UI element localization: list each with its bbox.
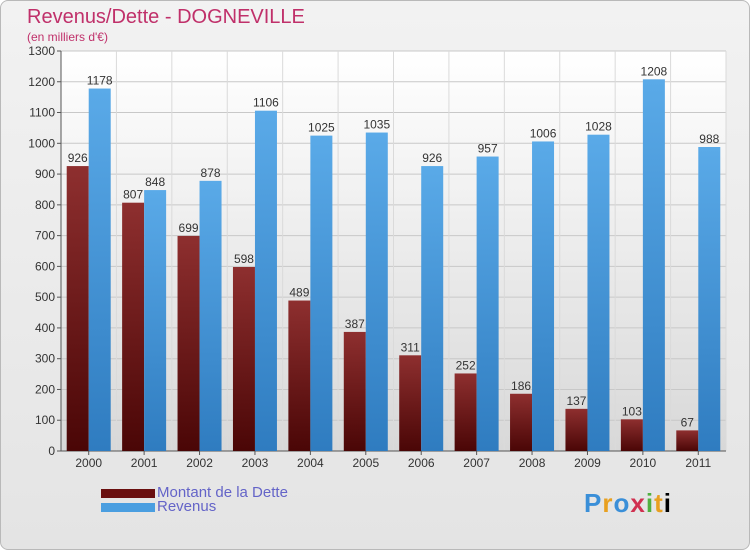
bar-revenus — [199, 180, 222, 451]
x-tick-label: 2001 — [131, 456, 158, 470]
bar-revenus-label: 848 — [145, 175, 165, 189]
x-tick-label: 2005 — [352, 456, 379, 470]
bar-dette-label: 311 — [401, 340, 420, 354]
bar-dette — [122, 202, 145, 451]
y-tick-label: 1100 — [29, 106, 55, 120]
bar-revenus — [698, 147, 721, 451]
bar-revenus — [421, 166, 444, 452]
y-tick-label: 1300 — [28, 44, 55, 58]
bar-revenus — [476, 156, 499, 452]
bar-revenus-label: 1025 — [308, 121, 335, 135]
bar-revenus-label: 1208 — [641, 64, 668, 78]
bar-revenus — [310, 135, 333, 451]
bar-dette — [510, 393, 533, 451]
legend-item-debt: Montant de la Dette — [101, 484, 288, 501]
chart-title: Revenus/Dette - DOGNEVILLE — [27, 6, 305, 28]
x-tick-label: 2000 — [75, 456, 102, 470]
legend-swatch-debt — [101, 488, 155, 498]
bar-dette-label: 387 — [345, 317, 365, 331]
x-tick-label: 2010 — [630, 456, 657, 470]
bar-dette-label: 103 — [622, 404, 642, 418]
legend-label-revenus: Revenus — [157, 498, 217, 515]
y-tick-label: 500 — [35, 290, 55, 304]
x-tick-label: 2011 — [685, 456, 711, 470]
y-tick-label: 0 — [48, 444, 55, 458]
y-tick-label: 1200 — [28, 75, 55, 89]
bar-revenus-label: 988 — [699, 132, 719, 146]
chart-subtitle: (en milliers d'€) — [27, 30, 108, 44]
bar-dette — [454, 373, 477, 451]
bar-revenus — [88, 88, 111, 452]
y-tick-label: 200 — [35, 382, 55, 396]
x-tick-label: 2008 — [519, 456, 546, 470]
bar-dette — [565, 408, 588, 451]
y-tick-label: 400 — [35, 321, 55, 335]
x-tick-label: 2009 — [574, 456, 601, 470]
bar-revenus-label: 1106 — [253, 96, 279, 110]
bar-dette-label: 489 — [289, 286, 309, 300]
bar-revenus-label: 1178 — [87, 74, 113, 88]
x-tick-label: 2003 — [242, 456, 269, 470]
y-tick-label: 300 — [35, 352, 55, 366]
bar-revenus-label: 1035 — [363, 118, 390, 132]
x-tick-label: 2007 — [463, 456, 490, 470]
y-tick-label: 600 — [35, 259, 55, 273]
legend-label-debt: Montant de la Dette — [157, 484, 288, 501]
bar-dette-label: 252 — [456, 358, 476, 372]
bar-revenus — [532, 141, 555, 451]
bar-dette-label: 926 — [68, 151, 88, 165]
x-tick-label: 2004 — [297, 456, 324, 470]
y-tick-label: 100 — [35, 413, 55, 427]
bar-revenus — [254, 110, 277, 451]
legend: Montant de la Dette Revenus — [101, 484, 288, 515]
bar-dette — [288, 300, 311, 451]
bar-dette-label: 699 — [179, 221, 199, 235]
bar-dette-label: 598 — [234, 252, 254, 266]
bar-revenus — [365, 132, 388, 452]
bar-revenus — [587, 134, 610, 451]
bar-dette-label: 137 — [566, 394, 586, 408]
bar-revenus-label: 1006 — [530, 126, 557, 140]
bar-dette — [232, 267, 255, 451]
bar-dette — [620, 419, 643, 451]
bar-revenus — [642, 79, 665, 452]
y-tick-label: 1000 — [28, 136, 55, 150]
bar-revenus-label: 878 — [201, 166, 221, 180]
bar-dette-label: 186 — [511, 379, 531, 393]
y-tick-label: 900 — [35, 167, 55, 181]
bar-revenus-label: 1028 — [585, 120, 612, 134]
y-tick-label: 700 — [35, 229, 55, 243]
bar-revenus — [144, 190, 167, 452]
y-tick-label: 800 — [35, 198, 55, 212]
proxiti-logo: Proxiti — [584, 488, 672, 518]
bar-dette-label: 67 — [681, 415, 695, 429]
legend-swatch-revenus — [101, 502, 155, 512]
bar-dette — [343, 331, 366, 451]
bar-revenus-label: 957 — [478, 142, 498, 156]
bar-dette — [177, 235, 200, 451]
bar-dette — [66, 166, 89, 452]
x-tick-label: 2006 — [408, 456, 435, 470]
x-tick-label: 2002 — [186, 456, 213, 470]
bar-dette — [676, 430, 699, 451]
bar-dette — [399, 355, 422, 451]
legend-item-revenus: Revenus — [101, 498, 288, 515]
bar-revenus-label: 926 — [422, 151, 442, 165]
bar-dette-label: 807 — [123, 188, 143, 202]
